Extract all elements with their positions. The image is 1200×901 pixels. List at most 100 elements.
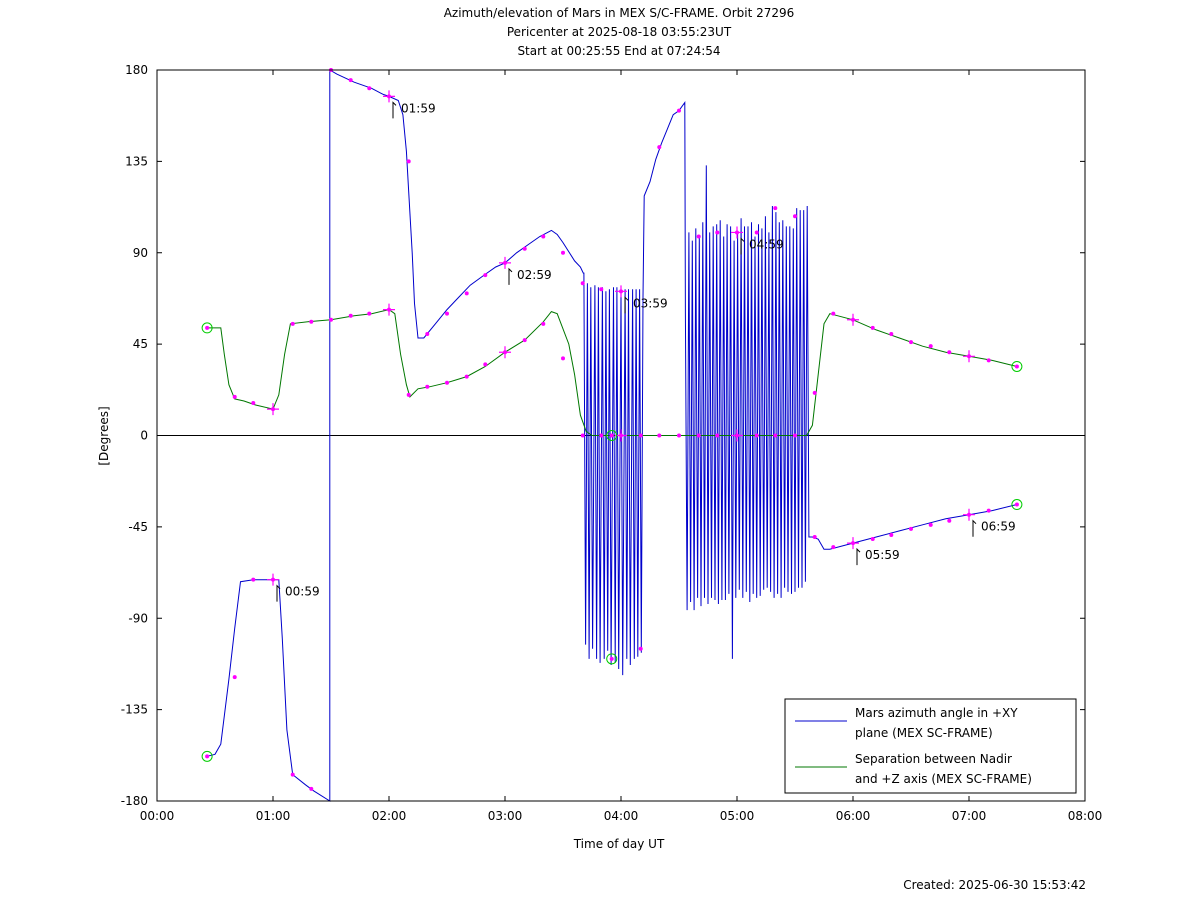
series-2-marker (522, 338, 527, 343)
series-1-marker (348, 78, 353, 83)
series-2-marker (928, 344, 933, 349)
series-2-marker (329, 317, 333, 322)
series-2-marker (986, 358, 991, 363)
series-2-marker (445, 380, 449, 385)
series-1-marker (909, 526, 913, 531)
hour-plus-marker (847, 537, 859, 550)
time-label: 01:59 (401, 101, 436, 115)
series-1-marker (1014, 502, 1019, 507)
series-1-marker (889, 532, 894, 537)
x-tick-label: 02:00 (372, 809, 407, 823)
series-2-marker (831, 311, 836, 316)
hour-plus-marker (963, 350, 975, 363)
x-tick-label: 06:00 (836, 809, 871, 823)
series-1-marker (812, 535, 817, 540)
legend-label-1: Mars azimuth angle in +XY (855, 706, 1018, 720)
series-1-marker (580, 281, 585, 286)
hour-plus-marker (731, 429, 743, 442)
hour-plus-marker (499, 256, 511, 269)
chart-title-line-2: Pericenter at 2025-08-18 03:55:23UT (507, 25, 732, 39)
series-1-marker (657, 145, 662, 150)
y-tick-label: -45 (128, 520, 148, 534)
x-tick-label: 01:00 (256, 809, 291, 823)
series-2-marker (561, 356, 565, 361)
time-label-pointer (972, 519, 977, 537)
series-1-marker (367, 86, 372, 91)
series-2-marker (754, 433, 759, 438)
y-tick-label: 0 (140, 429, 148, 443)
series-2-marker (580, 433, 585, 438)
x-tick-label: 08:00 (1068, 809, 1103, 823)
time-label-pointer (856, 547, 861, 566)
series-2-marker (889, 331, 894, 336)
hour-plus-marker (847, 313, 859, 326)
legend-label-2: and +Z axis (MEX SC-FRAME) (855, 772, 1032, 786)
series-1-marker (599, 287, 604, 292)
series-2-marker (406, 392, 411, 397)
series-1-marker (609, 656, 614, 661)
time-label-pointer (624, 296, 629, 314)
series-1-marker (541, 234, 546, 239)
chart-title-line-1: Azimuth/elevation of Mars in MEX S/C-FRA… (444, 6, 795, 20)
series-2-marker (290, 321, 295, 326)
time-label-pointer (740, 237, 745, 255)
hour-plus-marker (383, 90, 395, 103)
series-1-marker (309, 786, 314, 791)
y-tick-label: 45 (133, 337, 148, 351)
time-label: 04:59 (749, 237, 784, 251)
y-axis-label: [Degrees] (97, 406, 111, 465)
series-1-marker (522, 246, 527, 251)
series-2-marker (870, 325, 875, 330)
series-1-marker (677, 108, 681, 113)
hour-plus-marker (615, 285, 627, 298)
series-2-marker (367, 311, 372, 316)
x-tick-label: 05:00 (720, 809, 755, 823)
plot-frame (156, 69, 1086, 802)
plot-area: 00:00 01:00 02:00 03:00 04:00 05:00 06:00 07:00… (121, 63, 1103, 823)
y-tick-label: -180 (121, 794, 148, 808)
series-1-marker (205, 754, 210, 759)
hour-plus-marker (963, 508, 975, 521)
legend-box (784, 698, 1077, 794)
chart-title-line-3: Start at 00:25:55 End at 07:24:54 (517, 44, 720, 58)
hour-plus-marker (267, 403, 279, 416)
series-2-marker (609, 433, 614, 438)
series-1-marker (947, 518, 952, 523)
x-tick-label: 07:00 (952, 809, 987, 823)
series-2-marker (205, 325, 210, 330)
y-tick-label: 90 (133, 246, 148, 260)
series-1-marker (561, 250, 565, 255)
hour-plus-marker (499, 346, 511, 359)
endpoint-circle-marker (606, 653, 618, 665)
series-2-marker (251, 401, 256, 406)
series-1-marker (754, 230, 759, 235)
series-2-marker (541, 321, 546, 326)
series-2-marker (232, 394, 237, 399)
series-2-marker (773, 433, 778, 438)
series-2-marker (793, 433, 797, 438)
series-1-marker (406, 159, 411, 164)
series-2-marker (599, 433, 604, 438)
series-2-marker (483, 362, 488, 367)
y-tick-label: 135 (125, 154, 148, 168)
y-tick-label: -90 (128, 611, 148, 625)
endpoint-circle-marker (1011, 360, 1023, 372)
series-2-marker (696, 433, 701, 438)
series-2-marker (309, 319, 314, 324)
created-timestamp: Created: 2025-06-30 15:53:42 (903, 878, 1086, 892)
time-label-pointer (276, 584, 281, 602)
series-1-marker (290, 772, 295, 777)
x-tick-label: 04:00 (604, 809, 639, 823)
series-line-2 (207, 309, 1018, 436)
series-1-marker (928, 522, 933, 527)
time-label: 03:59 (633, 296, 668, 310)
series-2-marker (909, 340, 913, 345)
series-2-marker (657, 433, 662, 438)
hour-plus-marker (267, 573, 279, 586)
series-1-marker (464, 291, 469, 296)
y-tick-label: -135 (121, 703, 148, 717)
series-1-marker (445, 311, 449, 316)
series-2-marker (677, 433, 681, 438)
x-tick-label: 00:00 (140, 809, 175, 823)
